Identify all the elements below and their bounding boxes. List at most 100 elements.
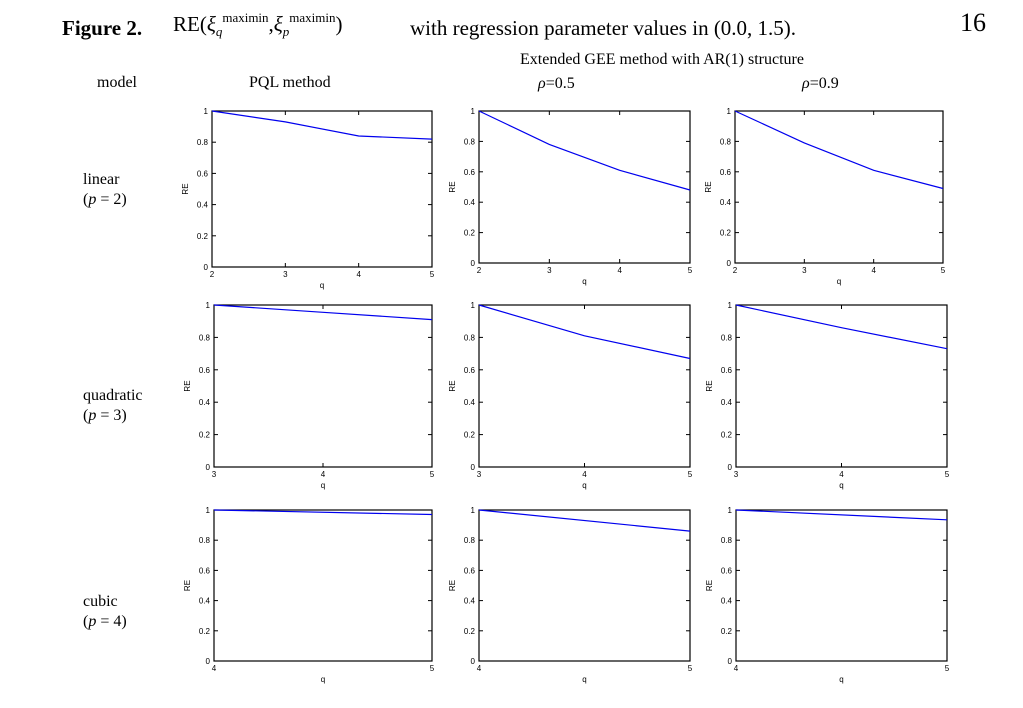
header-gee: Extended GEE method with AR(1) structure	[520, 51, 804, 68]
x-axis-label: q	[582, 481, 586, 490]
x-tick-label: 3	[547, 266, 552, 275]
y-axis-label: RE	[705, 580, 714, 591]
formula-sup-p: maximin	[289, 10, 336, 25]
y-axis-label: RE	[705, 380, 714, 391]
x-axis-label: q	[582, 675, 586, 684]
rho-value: =0.5	[545, 75, 575, 92]
plot-frame	[213, 304, 433, 468]
x-tick-label: 5	[941, 266, 946, 275]
row-label-cubic: cubic (p = 4)	[83, 592, 127, 632]
y-tick-label: 0.6	[199, 566, 211, 575]
x-axis-label: q	[320, 281, 324, 290]
y-tick-label: 1	[206, 506, 211, 515]
y-tick-label: 0.8	[720, 137, 732, 146]
y-tick-label: 0.6	[720, 168, 732, 177]
y-tick-label: 0.2	[197, 232, 209, 241]
x-tick-label: 4	[582, 470, 587, 479]
formula-comma: ,	[268, 12, 274, 36]
y-tick-label: 0.8	[199, 536, 211, 545]
x-tick-label: 3	[802, 266, 807, 275]
series-line	[478, 110, 691, 191]
x-tick-label: 4	[734, 664, 739, 673]
y-tick-label: 1	[204, 107, 209, 116]
x-tick-label: 5	[430, 270, 435, 279]
y-tick-label: 1	[471, 107, 476, 116]
x-axis-label: q	[321, 675, 325, 684]
figure-formula: RE(ξqmaximin,ξpmaximin)	[173, 10, 343, 40]
y-axis-label: RE	[448, 380, 457, 391]
y-tick-label: 0	[206, 657, 211, 666]
series-line	[735, 304, 948, 350]
series-line	[211, 110, 433, 140]
rho-value: =0.9	[809, 75, 839, 92]
y-tick-label: 0.4	[464, 198, 476, 207]
y-tick-label: 0.4	[464, 398, 476, 407]
formula-sub-p: p	[282, 24, 290, 39]
y-tick-label: 0.8	[464, 536, 476, 545]
plot-frame	[478, 304, 691, 468]
y-tick-label: 1	[471, 301, 476, 310]
plot-frame	[478, 110, 691, 264]
x-tick-label: 5	[688, 664, 693, 673]
x-tick-label: 2	[477, 266, 482, 275]
x-tick-label: 5	[945, 470, 950, 479]
y-tick-label: 0.6	[721, 566, 733, 575]
figure-caption: with regression parameter values in (0.0…	[410, 16, 797, 40]
x-tick-label: 5	[945, 664, 950, 673]
formula-sup-q: maximin	[222, 10, 269, 25]
x-tick-label: 2	[210, 270, 215, 279]
y-tick-label: 0.6	[721, 366, 733, 375]
page-number: 16	[960, 8, 986, 37]
formula-re: RE(	[173, 12, 207, 36]
y-tick-label: 0.2	[199, 627, 211, 636]
series-line	[478, 509, 691, 532]
series-line	[734, 110, 944, 190]
series-line	[735, 509, 948, 521]
formula-xi-q: ξ	[206, 12, 216, 36]
y-axis-label: RE	[704, 181, 713, 192]
y-tick-label: 0.8	[721, 333, 733, 342]
y-tick-label: 0.4	[199, 597, 211, 606]
y-tick-label: 0	[471, 657, 476, 666]
x-axis-label: q	[839, 481, 843, 490]
row-name: quadratic	[83, 387, 143, 404]
x-axis-label: q	[582, 277, 586, 286]
y-tick-label: 0.8	[197, 138, 209, 147]
row-p: (p = 4)	[83, 613, 127, 630]
x-tick-label: 5	[430, 664, 435, 673]
x-tick-label: 4	[477, 664, 482, 673]
series-line	[478, 304, 691, 360]
rho-symbol: ρ	[538, 75, 546, 92]
y-tick-label: 0.2	[464, 431, 476, 440]
y-tick-label: 0.6	[197, 169, 209, 178]
y-tick-label: 0.6	[464, 168, 476, 177]
y-tick-label: 0.8	[464, 137, 476, 146]
row-p: (p = 3)	[83, 407, 127, 424]
x-tick-label: 3	[212, 470, 217, 479]
y-tick-label: 1	[728, 506, 733, 515]
figure-label: Figure 2.	[62, 16, 143, 40]
x-tick-label: 5	[430, 470, 435, 479]
x-tick-label: 4	[871, 266, 876, 275]
y-tick-label: 0	[728, 657, 733, 666]
x-tick-label: 4	[212, 664, 217, 673]
y-tick-label: 0.4	[199, 398, 211, 407]
x-axis-label: q	[321, 481, 325, 490]
rho-symbol: ρ	[802, 75, 810, 92]
x-tick-label: 4	[617, 266, 622, 275]
header-model: model	[97, 74, 137, 91]
y-tick-label: 1	[206, 301, 211, 310]
y-axis-label: RE	[183, 580, 192, 591]
y-tick-label: 0	[727, 259, 732, 268]
formula-xi-p: ξ	[273, 12, 283, 36]
y-tick-label: 0.6	[199, 366, 211, 375]
y-tick-label: 0	[471, 463, 476, 472]
y-axis-label: RE	[183, 380, 192, 391]
y-tick-label: 0	[728, 463, 733, 472]
row-label-quadratic: quadratic (p = 3)	[83, 386, 143, 426]
